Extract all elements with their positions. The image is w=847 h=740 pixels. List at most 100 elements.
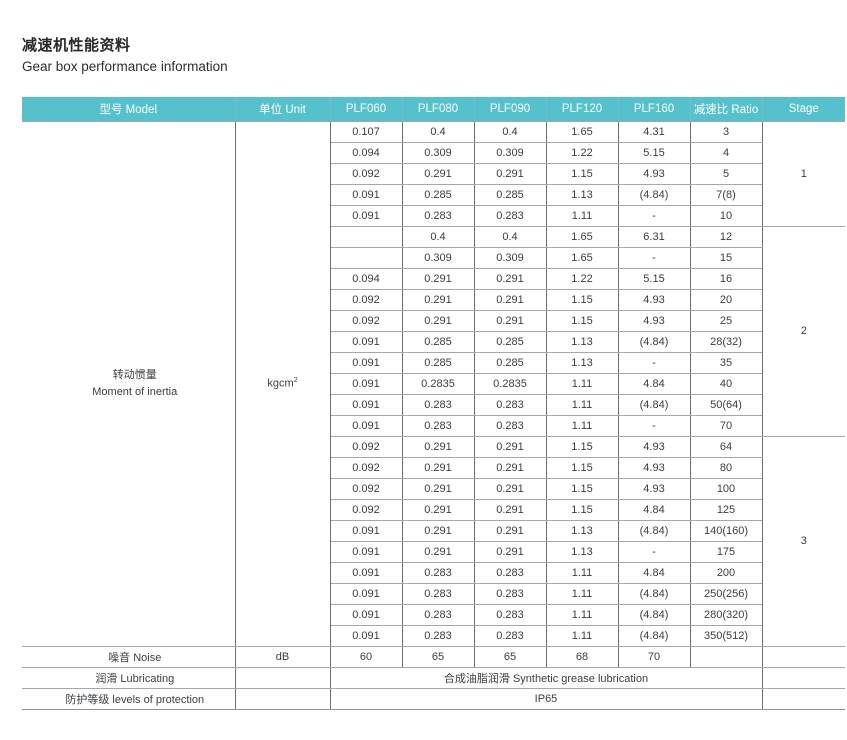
inertia-value-cell: 0.091 — [330, 582, 403, 605]
ratio-cell: 50(64) — [689, 393, 762, 416]
inertia-value-cell: 0.091 — [330, 204, 403, 227]
inertia-value-cell: 0.092 — [330, 477, 403, 500]
inertia-value-cell: - — [617, 246, 691, 269]
inertia-value-cell: 0.091 — [330, 351, 403, 374]
inertia-value-cell: 0.309 — [473, 141, 547, 164]
inertia-value-cell: 0.283 — [473, 393, 547, 416]
table-row: 0.309 0.309 1.65-15 — [22, 246, 845, 269]
noise-unit-cell: dB — [234, 645, 331, 668]
inertia-value-cell: 0.283 — [473, 624, 547, 647]
inertia-value-cell: 0.291 — [473, 540, 547, 563]
ratio-cell: 200 — [689, 561, 762, 584]
inertia-value-cell: (4.84) — [617, 603, 691, 626]
ratio-cell: 3 — [689, 120, 763, 143]
inertia-value-cell — [330, 246, 403, 269]
inertia-value-cell: (4.84) — [617, 183, 691, 206]
inertia-value-cell: (4.84) — [617, 393, 691, 416]
inertia-value-cell: 0.291 — [401, 540, 475, 563]
inertia-value-cell: 4.84 — [617, 498, 691, 521]
table-row: 0.092 0.291 0.291 1.15 4.84 125 — [22, 498, 845, 521]
inertia-value-cell: 0.092 — [330, 435, 403, 458]
table-row: 0.094 0.291 0.291 1.22 5.15 16 — [22, 267, 845, 290]
inertia-value-cell: 4.93 — [617, 162, 691, 185]
inertia-value-cell: 1.13 — [545, 540, 619, 563]
ratio-cell: 140(160) — [689, 519, 762, 542]
table-row: 0.092 0.291 0.291 1.15 4.93 20 — [22, 288, 845, 311]
ratio-cell: 125 — [689, 498, 762, 521]
inertia-unit-cell: kgcm2 — [234, 120, 331, 647]
inertia-value-cell: 4.84 — [617, 561, 691, 584]
inertia-value-cell: 0.283 — [473, 603, 547, 626]
inertia-value-cell: 1.15 — [545, 456, 619, 479]
inertia-value-cell: 4.93 — [617, 288, 691, 311]
inertia-value-cell: 0.283 — [401, 414, 475, 437]
ratio-cell: 16 — [689, 267, 762, 290]
inertia-value-cell: 0.285 — [473, 183, 547, 206]
col-header-unit: 单位 Unit — [234, 97, 330, 121]
table-row: 0.4 0.4 1.65 6.31 12 2 — [22, 225, 845, 437]
inertia-value-cell: 0.309 — [401, 141, 475, 164]
inertia-value-cell: 0.092 — [330, 309, 403, 332]
inertia-value-cell: 0.285 — [473, 330, 547, 353]
inertia-value-cell: 0.291 — [473, 519, 547, 542]
noise-value-cell: 60 — [329, 645, 403, 668]
noise-value-cell: 65 — [401, 645, 475, 668]
inertia-label-en: Moment of inertia — [92, 385, 178, 398]
inertia-value-cell: 0.283 — [401, 582, 475, 605]
inertia-value-cell: 4.31 — [617, 120, 691, 143]
inertia-value-cell: 0.285 — [401, 183, 475, 206]
inertia-value-cell: 0.291 — [473, 435, 547, 458]
inertia-value-cell: 0.291 — [473, 309, 547, 332]
col-header-plf120: PLF120 — [545, 97, 618, 121]
inertia-value-cell: 0.291 — [401, 456, 475, 479]
inertia-value-cell: 1.13 — [545, 330, 619, 353]
page-title-zh: 减速机性能资料 — [22, 37, 131, 54]
inertia-value-cell: 0.291 — [473, 477, 547, 500]
inertia-value-cell: 1.11 — [545, 624, 619, 647]
inertia-value-cell: 0.291 — [473, 267, 547, 290]
inertia-value-cell: 0.283 — [401, 561, 475, 584]
inertia-value-cell: 1.13 — [545, 519, 619, 542]
inertia-value-cell: 0.291 — [401, 288, 475, 311]
table-row: 噪音 Noise dB 60 65 65 68 70 — [22, 645, 845, 668]
ratio-cell: 28(32) — [689, 330, 762, 353]
inertia-value-cell: 0.091 — [330, 561, 403, 584]
inertia-value-cell: 0.091 — [330, 183, 403, 206]
table-row: 0.091 0.291 0.291 1.13-175 — [22, 540, 845, 563]
inertia-value-cell: 1.11 — [545, 204, 619, 227]
inertia-value-cell: 0.285 — [473, 351, 547, 374]
ratio-cell: 10 — [689, 204, 762, 227]
stage-cell: 3 — [761, 435, 845, 647]
inertia-value-cell: 0.091 — [330, 393, 403, 416]
table-row: 0.092 0.291 0.291 1.15 4.93 25 — [22, 309, 845, 332]
inertia-value-cell: 0.291 — [401, 267, 475, 290]
inertia-value-cell: 0.091 — [330, 624, 403, 647]
inertia-value-cell: 5.15 — [617, 141, 691, 164]
inertia-value-cell: 0.4 — [401, 225, 475, 248]
inertia-value-cell: 0.091 — [330, 330, 403, 353]
inertia-value-cell: 0.091 — [330, 603, 403, 626]
table-row: 0.091 0.285 0.285 1.13-35 — [22, 351, 845, 374]
inertia-value-cell: 1.15 — [545, 162, 619, 185]
inertia-value-cell: 1.11 — [545, 603, 619, 626]
ratio-cell: 15 — [689, 246, 762, 269]
inertia-label-zh: 转动惯量 — [112, 368, 157, 381]
ratio-cell: 100 — [689, 477, 762, 500]
inertia-value-cell — [330, 225, 403, 248]
inertia-value-cell: 0.291 — [401, 498, 475, 521]
inertia-value-cell: - — [617, 204, 691, 227]
inertia-value-cell: - — [617, 414, 691, 437]
inertia-value-cell: 1.15 — [545, 435, 619, 458]
inertia-value-cell: 0.285 — [401, 330, 475, 353]
inertia-value-cell: 4.93 — [617, 435, 691, 458]
inertia-value-cell: 0.285 — [401, 351, 475, 374]
table-row: 0.091 0.283 0.283 1.11 (4.84) 350(512) — [22, 624, 845, 647]
noise-value-cell: 70 — [617, 645, 691, 668]
inertia-value-cell: 0.2835 — [401, 372, 475, 395]
inertia-value-cell: 0.092 — [330, 456, 403, 479]
inertia-value-cell: 0.309 — [473, 246, 547, 269]
ratio-cell: 12 — [689, 225, 763, 248]
inertia-value-cell: 0.283 — [473, 204, 547, 227]
lubricating-label-cell: 润滑 Lubricating — [22, 666, 236, 689]
table-row: 转动惯量 Moment of inertia kgcm2 0.107 0.4 0.4 1.6… — [22, 120, 845, 647]
